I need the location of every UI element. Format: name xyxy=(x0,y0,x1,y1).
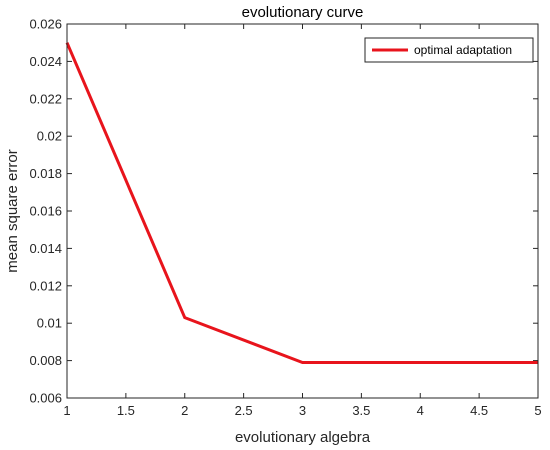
legend-label: optimal adaptation xyxy=(414,43,512,57)
y-tick-label: 0.018 xyxy=(29,166,62,181)
x-tick-label: 2.5 xyxy=(235,403,253,418)
y-tick-label: 0.02 xyxy=(37,129,62,144)
x-axis-title: evolutionary algebra xyxy=(235,429,371,446)
x-tick-label: 3.5 xyxy=(352,403,370,418)
x-tick-label: 5 xyxy=(534,403,541,418)
plot-area xyxy=(67,24,538,398)
y-tick-label: 0.024 xyxy=(29,54,62,69)
y-tick-label: 0.012 xyxy=(29,278,62,293)
y-tick-label: 0.01 xyxy=(37,316,62,331)
chart-title: evolutionary curve xyxy=(242,4,364,21)
y-axis-title: mean square error xyxy=(4,149,21,272)
y-tick-label: 0.006 xyxy=(29,391,62,406)
y-tick-label: 0.026 xyxy=(29,17,62,32)
y-tick-label: 0.008 xyxy=(29,353,62,368)
x-tick-label: 1.5 xyxy=(117,403,135,418)
x-tick-label: 4 xyxy=(417,403,424,418)
y-tick-label: 0.022 xyxy=(29,91,62,106)
axis-ticks: 1 1.5 2 2.5 3 3.5 4 4.5 5 0.006 0.008 0.01 0.012 0.01… xyxy=(29,17,541,419)
x-tick-label: 4.5 xyxy=(470,403,488,418)
y-tick-label: 0.016 xyxy=(29,204,62,219)
y-tick-label: 0.014 xyxy=(29,241,62,256)
x-tick-label: 1 xyxy=(63,403,70,418)
x-tick-label: 2 xyxy=(181,403,188,418)
legend: optimal adaptation xyxy=(364,37,534,63)
x-tick-label: 3 xyxy=(299,403,306,418)
plot-frame xyxy=(66,23,539,399)
